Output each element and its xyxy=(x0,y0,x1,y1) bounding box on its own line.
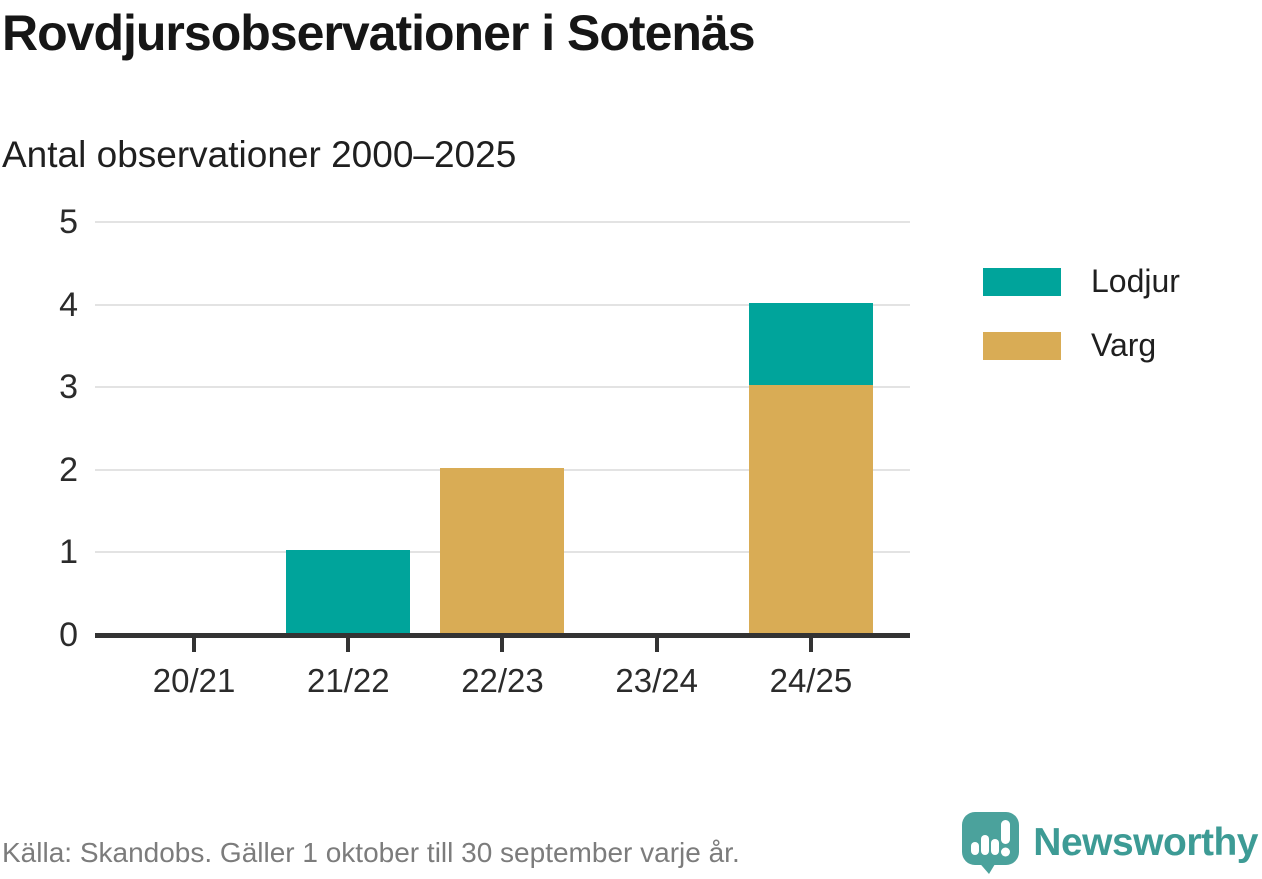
category-slot: 21/22 xyxy=(271,222,425,699)
footer: Källa: Skandobs. Gäller 1 oktober till 3… xyxy=(2,809,1258,877)
category-slot: 22/23 xyxy=(425,222,579,699)
y-tick-label: 1 xyxy=(59,533,78,572)
category-slot: 23/24 xyxy=(580,222,734,699)
chart-title: Rovdjursobservationer i Sotenäs xyxy=(2,5,756,61)
chart-subtitle: Antal observationer 2000–2025 xyxy=(2,134,517,175)
category-slot: 24/25 xyxy=(734,222,888,699)
x-axis-tick xyxy=(808,638,813,652)
y-tick-label: 5 xyxy=(59,203,78,241)
x-axis-tick xyxy=(192,638,197,652)
legend-label: Varg xyxy=(1091,327,1157,363)
y-tick-label: 4 xyxy=(59,285,78,324)
x-axis-tick xyxy=(654,638,659,652)
gridline xyxy=(95,221,910,223)
y-tick-label: 0 xyxy=(59,616,78,654)
source-note: Källa: Skandobs. Gäller 1 oktober till 3… xyxy=(2,837,740,868)
x-tick-label: 23/24 xyxy=(615,662,698,699)
legend-swatch-icon xyxy=(983,331,1061,360)
category-slot: 20/21 xyxy=(117,222,271,699)
x-axis-line xyxy=(95,633,910,638)
legend-item-varg: Varg xyxy=(983,327,1180,364)
x-tick-label: 24/25 xyxy=(769,662,853,699)
y-tick-label: 3 xyxy=(59,368,78,407)
newsworthy-logo-icon xyxy=(962,812,1020,874)
legend-label: Lodjur xyxy=(1091,263,1180,299)
legend-item-lodjur: Lodjur xyxy=(983,263,1180,300)
x-tick-label: 21/22 xyxy=(306,662,390,699)
x-axis-tick xyxy=(346,638,351,652)
x-axis-tick xyxy=(500,638,505,652)
gridline xyxy=(95,386,910,389)
y-axis-labels: 0 1 2 3 4 5 xyxy=(0,205,78,652)
x-tick-label: 22/23 xyxy=(461,662,544,699)
legend: Lodjur Varg xyxy=(983,263,1180,391)
bar-segment-varg xyxy=(440,467,565,633)
legend-swatch-icon xyxy=(983,267,1061,296)
brand-name: Newsworthy xyxy=(1033,821,1258,864)
bar-segment-varg xyxy=(748,385,873,633)
y-tick-label: 2 xyxy=(59,450,78,489)
bar-segment-lodjur xyxy=(748,302,873,386)
x-tick-label: 20/21 xyxy=(152,662,236,699)
brand-logo: Newsworthy xyxy=(960,811,1258,875)
plot-area: 20/21 21/22 22/23 23/24 24/25 xyxy=(95,221,910,699)
gridline xyxy=(95,303,910,306)
bar-segment-lodjur xyxy=(286,550,411,633)
